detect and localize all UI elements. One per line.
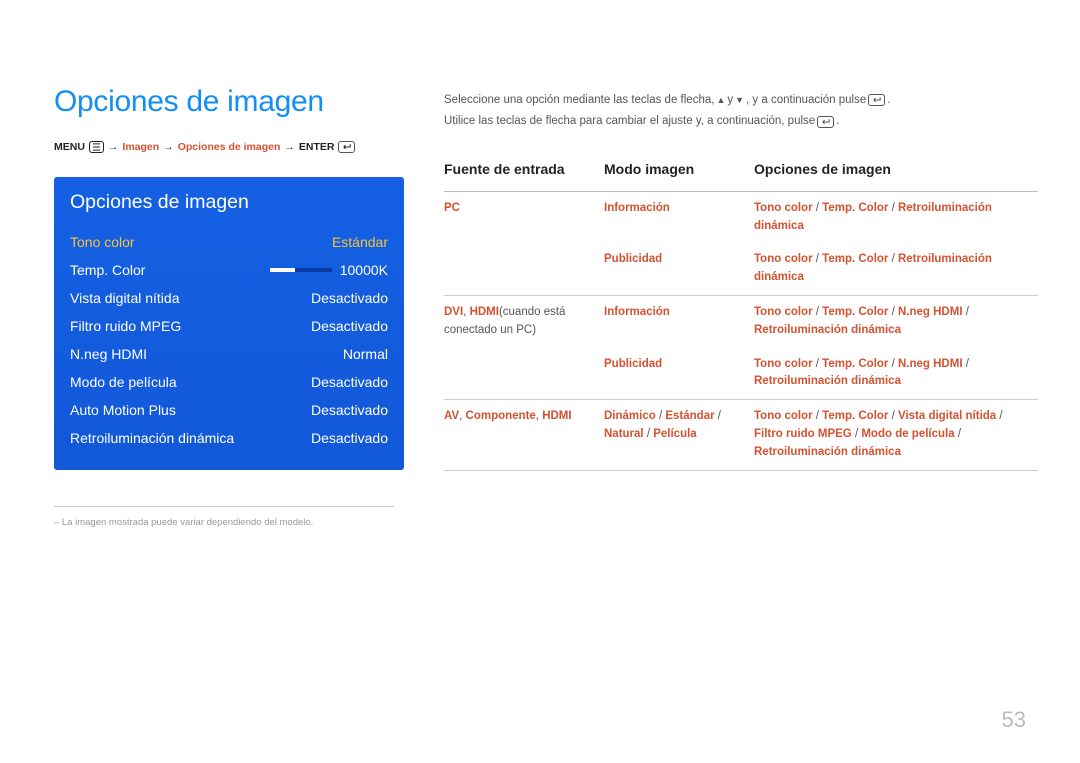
table-cell-mode: Publicidad — [604, 243, 754, 295]
table-row: DVI, HDMI(cuando está conectado un PC)In… — [444, 296, 1038, 348]
breadcrumb-path1: Imagen — [122, 141, 159, 153]
table-cell-options: Tono color / Temp. Color / Vista digital… — [754, 400, 1038, 470]
arrow-icon: → — [284, 141, 295, 153]
menu-row[interactable]: Modo de película Desactivado — [70, 368, 388, 396]
menu-row[interactable]: Auto Motion Plus Desactivado — [70, 396, 388, 424]
menu-row[interactable]: Filtro ruido MPEG Desactivado — [70, 312, 388, 340]
menu-row-label: Tono color — [70, 234, 135, 250]
divider — [54, 506, 394, 507]
table-cell-mode: Dinámico / Estándar / Natural / Película — [604, 400, 754, 470]
table-row: AV, Componente, HDMIDinámico / Estándar … — [444, 400, 1038, 470]
table-cell-options: Tono color / Temp. Color / Retroiluminac… — [754, 191, 1038, 243]
table-cell-mode: Información — [604, 191, 754, 243]
table-row: PublicidadTono color / Temp. Color / N.n… — [444, 348, 1038, 400]
menu-row[interactable]: Temp. Color 10000K — [70, 256, 388, 284]
table-cell-source — [444, 243, 604, 295]
menu-row-label: Vista digital nítida — [70, 290, 179, 306]
enter-icon — [868, 94, 885, 106]
page-title: Opciones de imagen — [54, 85, 404, 119]
slider[interactable] — [270, 268, 332, 272]
menu-row-value: Desactivado — [311, 318, 388, 334]
menu-row-value: 10000K — [340, 262, 388, 278]
enter-icon — [338, 141, 355, 153]
table-cell-source: AV, Componente, HDMI — [444, 400, 604, 470]
arrow-icon: → — [108, 141, 119, 153]
footnote: – La imagen mostrada puede variar depend… — [54, 517, 404, 528]
page-number: 53 — [1002, 707, 1026, 733]
breadcrumb-enter: ENTER — [299, 141, 335, 153]
options-table: Fuente de entrada Modo imagen Opciones d… — [444, 161, 1038, 471]
menu-row-value: Desactivado — [311, 374, 388, 390]
arrow-icon: → — [163, 141, 174, 153]
menu-row-value: Desactivado — [311, 402, 388, 418]
table-cell-options: Tono color / Temp. Color / Retroiluminac… — [754, 243, 1038, 295]
menu-row-value: Estándar — [332, 234, 388, 250]
menu-row-value: Desactivado — [311, 290, 388, 306]
menu-row-value: Desactivado — [311, 430, 388, 446]
table-cell-source: DVI, HDMI(cuando está conectado un PC) — [444, 296, 604, 348]
menu-panel-title: Opciones de imagen — [70, 191, 388, 214]
table-cell-source: PC — [444, 191, 604, 243]
instruction-line-2: Utilice las teclas de flecha para cambia… — [444, 112, 1038, 130]
table-header-source: Fuente de entrada — [444, 161, 604, 192]
triangle-up-icon: ▲ — [716, 96, 725, 105]
table-cell-options: Tono color / Temp. Color / N.neg HDMI / … — [754, 296, 1038, 348]
menu-panel: Opciones de imagen Tono color Estándar Tem… — [54, 177, 404, 470]
menu-row-label: Modo de película — [70, 374, 177, 390]
menu-row[interactable]: Tono color Estándar — [70, 228, 388, 256]
instruction-line-1: Seleccione una opción mediante las tecla… — [444, 91, 1038, 109]
breadcrumb-menu: MENU — [54, 141, 85, 153]
menu-icon — [89, 141, 104, 153]
breadcrumb: MENU → Imagen → Opciones de imagen → ENT… — [54, 141, 404, 153]
table-cell-source — [444, 348, 604, 400]
menu-row-label: Filtro ruido MPEG — [70, 318, 181, 334]
table-header-mode: Modo imagen — [604, 161, 754, 192]
enter-icon — [817, 116, 834, 128]
table-header-options: Opciones de imagen — [754, 161, 1038, 192]
table-cell-options: Tono color / Temp. Color / N.neg HDMI / … — [754, 348, 1038, 400]
menu-row-label: N.neg HDMI — [70, 346, 147, 362]
menu-row[interactable]: Retroiluminación dinámica Desactivado — [70, 424, 388, 452]
menu-row-value: Normal — [343, 346, 388, 362]
menu-row-label: Temp. Color — [70, 262, 145, 278]
breadcrumb-path2: Opciones de imagen — [178, 141, 281, 153]
table-cell-mode: Información — [604, 296, 754, 348]
menu-row-label: Retroiluminación dinámica — [70, 430, 234, 446]
menu-row[interactable]: N.neg HDMI Normal — [70, 340, 388, 368]
menu-row[interactable]: Vista digital nítida Desactivado — [70, 284, 388, 312]
table-row: PublicidadTono color / Temp. Color / Ret… — [444, 243, 1038, 295]
menu-row-label: Auto Motion Plus — [70, 402, 176, 418]
table-cell-mode: Publicidad — [604, 348, 754, 400]
triangle-down-icon: ▼ — [735, 96, 744, 105]
table-row: PCInformaciónTono color / Temp. Color / … — [444, 191, 1038, 243]
